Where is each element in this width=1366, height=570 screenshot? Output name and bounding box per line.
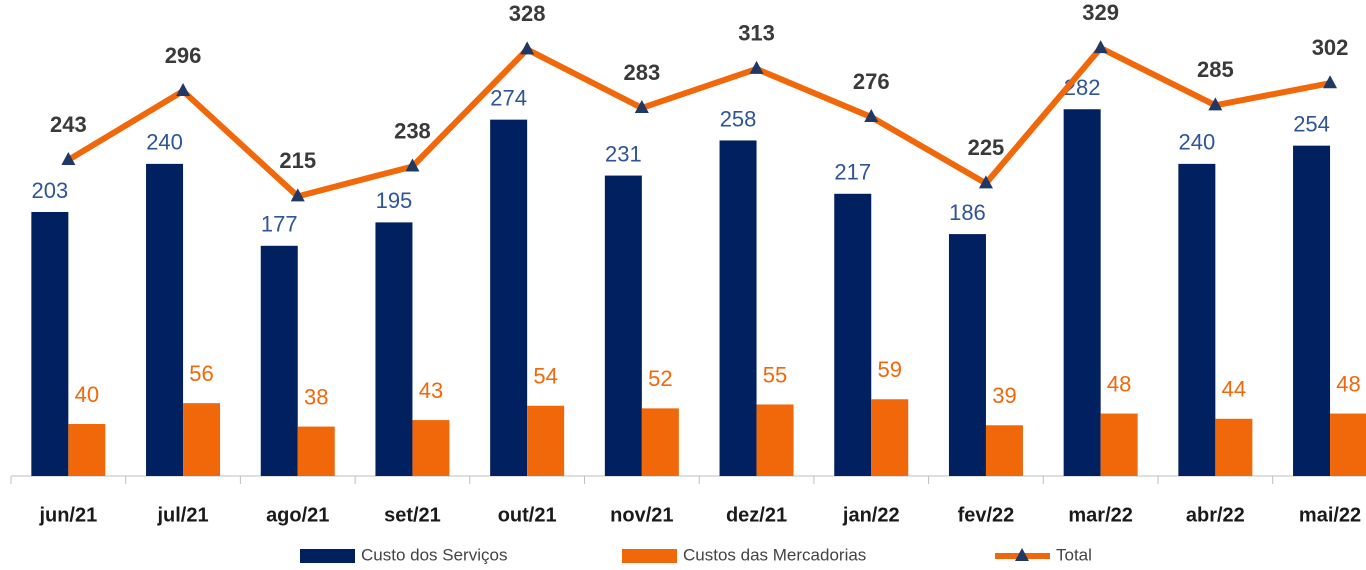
legend-label: Custo dos Serviços bbox=[361, 545, 507, 564]
data-label: 240 bbox=[1178, 130, 1215, 155]
x-tick-label: mar/22 bbox=[1068, 504, 1133, 526]
x-tick-label: out/21 bbox=[498, 504, 557, 526]
marker bbox=[749, 60, 764, 74]
data-label: 203 bbox=[31, 178, 68, 203]
x-tick-label: abr/22 bbox=[1186, 504, 1245, 526]
x-tick-label: jun/21 bbox=[38, 504, 97, 526]
bar bbox=[1330, 413, 1366, 476]
total-label: 283 bbox=[623, 60, 660, 85]
data-label: 44 bbox=[1222, 377, 1246, 402]
bar bbox=[985, 425, 1023, 476]
x-tick-label: nov/21 bbox=[610, 504, 673, 526]
marker bbox=[176, 83, 191, 97]
bar bbox=[834, 193, 872, 476]
data-label: 39 bbox=[992, 383, 1016, 408]
total-label: 329 bbox=[1082, 0, 1119, 25]
marker bbox=[864, 109, 879, 123]
bar bbox=[641, 408, 679, 476]
marker bbox=[61, 151, 76, 165]
data-label: 38 bbox=[304, 384, 328, 409]
bar bbox=[871, 399, 909, 476]
x-tick-label: fev/22 bbox=[958, 504, 1015, 526]
data-label: 40 bbox=[75, 382, 99, 407]
bar bbox=[490, 119, 528, 477]
x-tick-label: dez/21 bbox=[726, 504, 787, 526]
total-label: 285 bbox=[1197, 57, 1234, 82]
data-label: 59 bbox=[878, 357, 902, 382]
marker bbox=[290, 188, 305, 202]
x-tick-label: set/21 bbox=[384, 504, 441, 526]
data-label: 195 bbox=[376, 188, 413, 213]
marker bbox=[1323, 75, 1338, 89]
bar bbox=[1063, 109, 1101, 476]
data-label: 52 bbox=[648, 366, 672, 391]
total-label: 276 bbox=[853, 69, 890, 94]
marker bbox=[634, 99, 649, 113]
line bbox=[66, 45, 1331, 200]
marker bbox=[405, 158, 420, 172]
marker bbox=[978, 175, 993, 189]
marker bbox=[1208, 97, 1223, 111]
data-label: 240 bbox=[146, 130, 183, 155]
marker bbox=[1093, 40, 1108, 54]
bar bbox=[948, 234, 986, 476]
total-label: 296 bbox=[165, 43, 202, 68]
total-label: 328 bbox=[509, 1, 546, 26]
total-label: 225 bbox=[968, 135, 1005, 160]
total-label: 302 bbox=[1312, 35, 1349, 60]
total-label: 215 bbox=[279, 148, 316, 173]
legend-swatch bbox=[622, 549, 677, 563]
data-label: 274 bbox=[490, 85, 527, 110]
marker bbox=[520, 41, 535, 55]
bar bbox=[1215, 418, 1253, 476]
bar bbox=[375, 222, 413, 476]
bar bbox=[604, 175, 642, 476]
data-label: 186 bbox=[949, 200, 986, 225]
x-tick-label: jul/21 bbox=[156, 504, 208, 526]
data-label: 54 bbox=[533, 364, 557, 389]
legend-swatch bbox=[300, 549, 355, 563]
data-label: 254 bbox=[1293, 111, 1330, 136]
data-label: 258 bbox=[720, 106, 757, 131]
bar bbox=[719, 140, 757, 476]
bar bbox=[1293, 145, 1331, 477]
data-label: 177 bbox=[261, 212, 298, 237]
total-label: 313 bbox=[738, 21, 775, 46]
x-tick-label: jan/22 bbox=[842, 504, 900, 526]
total-label: 243 bbox=[50, 112, 87, 137]
legend-marker bbox=[1015, 548, 1029, 561]
bar bbox=[146, 163, 184, 477]
bar bbox=[260, 245, 298, 476]
data-label: 48 bbox=[1107, 371, 1131, 396]
data-label: 55 bbox=[763, 362, 787, 387]
x-tick-label: ago/21 bbox=[266, 504, 329, 526]
bar bbox=[183, 403, 221, 476]
bar bbox=[1100, 413, 1138, 476]
total-label: 238 bbox=[394, 118, 431, 143]
bar bbox=[297, 426, 335, 476]
x-tick-label: mai/22 bbox=[1299, 504, 1361, 526]
legend-label: Custos das Mercadorias bbox=[683, 545, 866, 564]
bar bbox=[68, 423, 106, 476]
legend-label: Total bbox=[1056, 545, 1092, 564]
data-label: 56 bbox=[189, 361, 213, 386]
data-label: 231 bbox=[605, 141, 642, 166]
bar bbox=[1178, 163, 1216, 477]
bar bbox=[31, 211, 69, 476]
data-label: 48 bbox=[1336, 371, 1360, 396]
bar bbox=[756, 404, 794, 476]
bar bbox=[412, 420, 450, 476]
bar bbox=[527, 405, 565, 476]
data-label: 217 bbox=[834, 160, 871, 185]
data-label: 43 bbox=[419, 378, 443, 403]
